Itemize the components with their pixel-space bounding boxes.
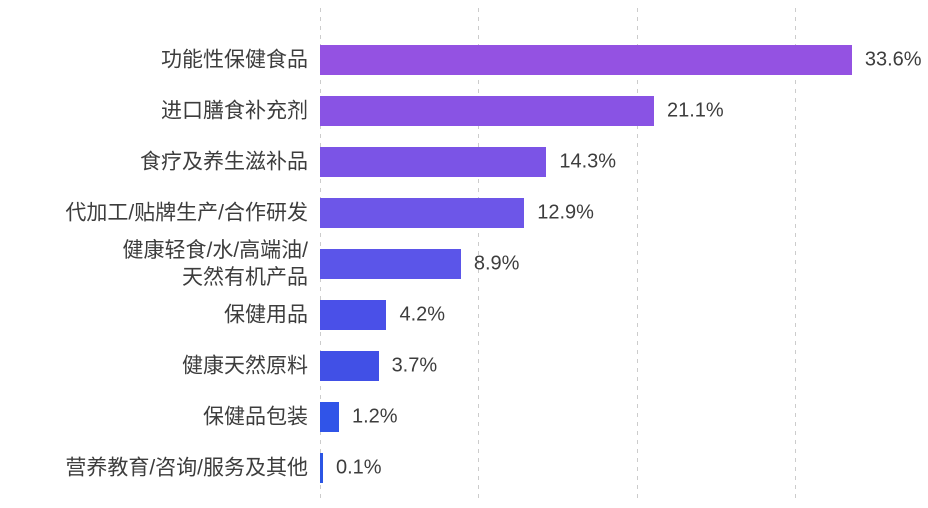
category-label: 健康天然原料 [182, 354, 308, 377]
category-label: 代加工/贴牌生产/合作研发 [65, 201, 308, 224]
bar [320, 146, 547, 177]
gridline-10-percent [478, 8, 480, 502]
value-label: 8.9% [473, 252, 520, 274]
value-label: 21.1% [667, 99, 724, 121]
value-label: 0.1% [336, 456, 382, 478]
value-label: 1.2% [351, 405, 398, 427]
category-label: 保健用品 [224, 303, 308, 326]
bar [320, 95, 654, 126]
value-label: 4.2% [399, 303, 446, 325]
category-label: 进口膳食补充剂 [161, 99, 308, 122]
category-label: 保健品包装 [203, 405, 308, 428]
bar [320, 401, 339, 432]
bar [320, 44, 852, 75]
gridline-30-percent [794, 8, 796, 502]
gridline-20-percent [636, 8, 638, 502]
value-label: 14.3% [559, 150, 617, 172]
category-label: 食疗及养生滋补品 [140, 150, 308, 173]
category-label: 营养教育/咨询/服务及其他 [65, 456, 308, 479]
category-label: 功能性保健食品 [161, 48, 308, 71]
value-label: 33.6% [864, 48, 922, 70]
bar [320, 452, 323, 483]
value-label: 3.7% [391, 354, 438, 376]
bar [320, 299, 387, 330]
value-label: 12.9% [537, 201, 594, 223]
bar [320, 248, 461, 279]
bar [320, 350, 379, 381]
bar [320, 197, 525, 228]
category-label: 健康轻食/水/高端油/ 天然有机产品 [122, 238, 308, 289]
